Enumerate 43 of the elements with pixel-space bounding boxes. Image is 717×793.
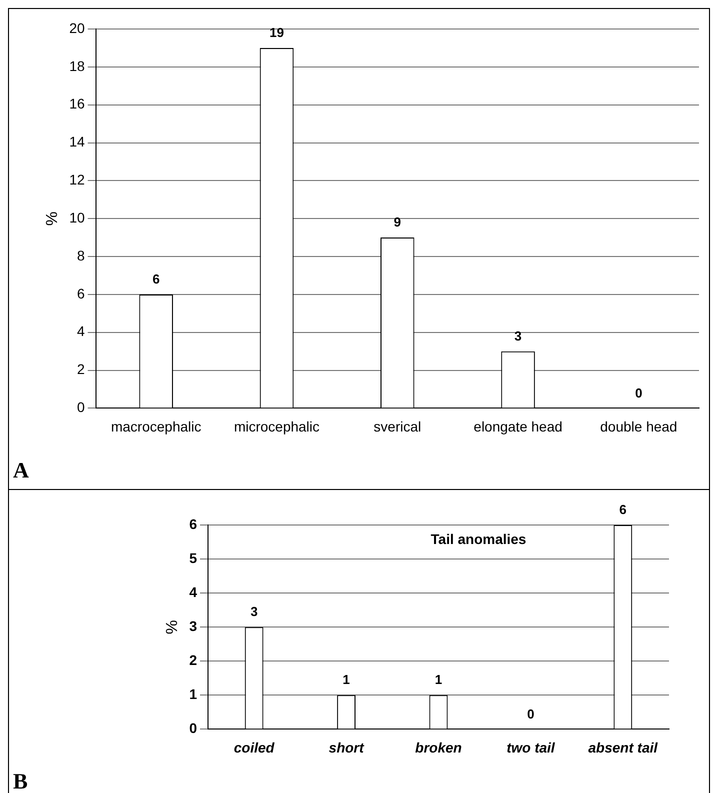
data-label: 0 bbox=[635, 385, 642, 400]
y-tick-label: 6 bbox=[189, 516, 198, 532]
x-tick-label: coiled bbox=[234, 739, 275, 756]
y-tick-label: 12 bbox=[69, 172, 85, 188]
x-tick-label: double head bbox=[600, 418, 678, 434]
y-tick-label: 4 bbox=[76, 323, 85, 340]
y-tick-label: 10 bbox=[69, 209, 85, 226]
x-tick-label: two tail bbox=[506, 739, 556, 756]
y-tick-label: 20 bbox=[69, 20, 85, 36]
y-tick-label: 16 bbox=[69, 96, 85, 112]
text: A bbox=[13, 458, 29, 483]
data-label: 3 bbox=[514, 328, 522, 344]
data-label: 1 bbox=[434, 672, 442, 688]
y-tick-label: 2 bbox=[189, 652, 198, 668]
data-label: 19 bbox=[270, 25, 284, 40]
data-label: 9 bbox=[394, 214, 402, 230]
y-tick-label: 2 bbox=[76, 361, 85, 378]
x-tick-label: macrocephalic bbox=[110, 418, 202, 434]
y-tick-label: 0 bbox=[76, 399, 85, 416]
data-label: 6 bbox=[152, 272, 160, 287]
y-tick-label: 1 bbox=[189, 686, 198, 702]
y-tick-label: 0 bbox=[189, 720, 198, 736]
x-tick-label: sverical bbox=[374, 418, 422, 434]
y-tick-label: 5 bbox=[189, 550, 198, 566]
data-label: 1 bbox=[342, 672, 350, 688]
x-tick-label: broken bbox=[415, 739, 462, 756]
x-tick-label: microcephalic bbox=[234, 418, 320, 434]
x-tick-label: absent tail bbox=[588, 739, 659, 756]
x-tick-label: elongate head bbox=[474, 418, 562, 434]
y-tick-label: 3 bbox=[189, 618, 198, 634]
y-axis-title: % bbox=[44, 211, 62, 226]
y-tick-label: 14 bbox=[69, 134, 85, 150]
y-tick-label: 18 bbox=[69, 58, 85, 74]
chart-title: Tail anomalies bbox=[430, 530, 526, 547]
x-tick-label: short bbox=[328, 739, 366, 756]
y-tick-label: 4 bbox=[189, 584, 198, 600]
y-axis-title: % bbox=[164, 620, 182, 634]
data-label: 6 bbox=[619, 502, 627, 518]
data-label: 3 bbox=[250, 604, 258, 620]
data-label: 0 bbox=[527, 706, 534, 722]
text: B bbox=[13, 768, 28, 793]
y-tick-label: 6 bbox=[76, 285, 85, 302]
y-tick-label: 8 bbox=[76, 247, 85, 264]
